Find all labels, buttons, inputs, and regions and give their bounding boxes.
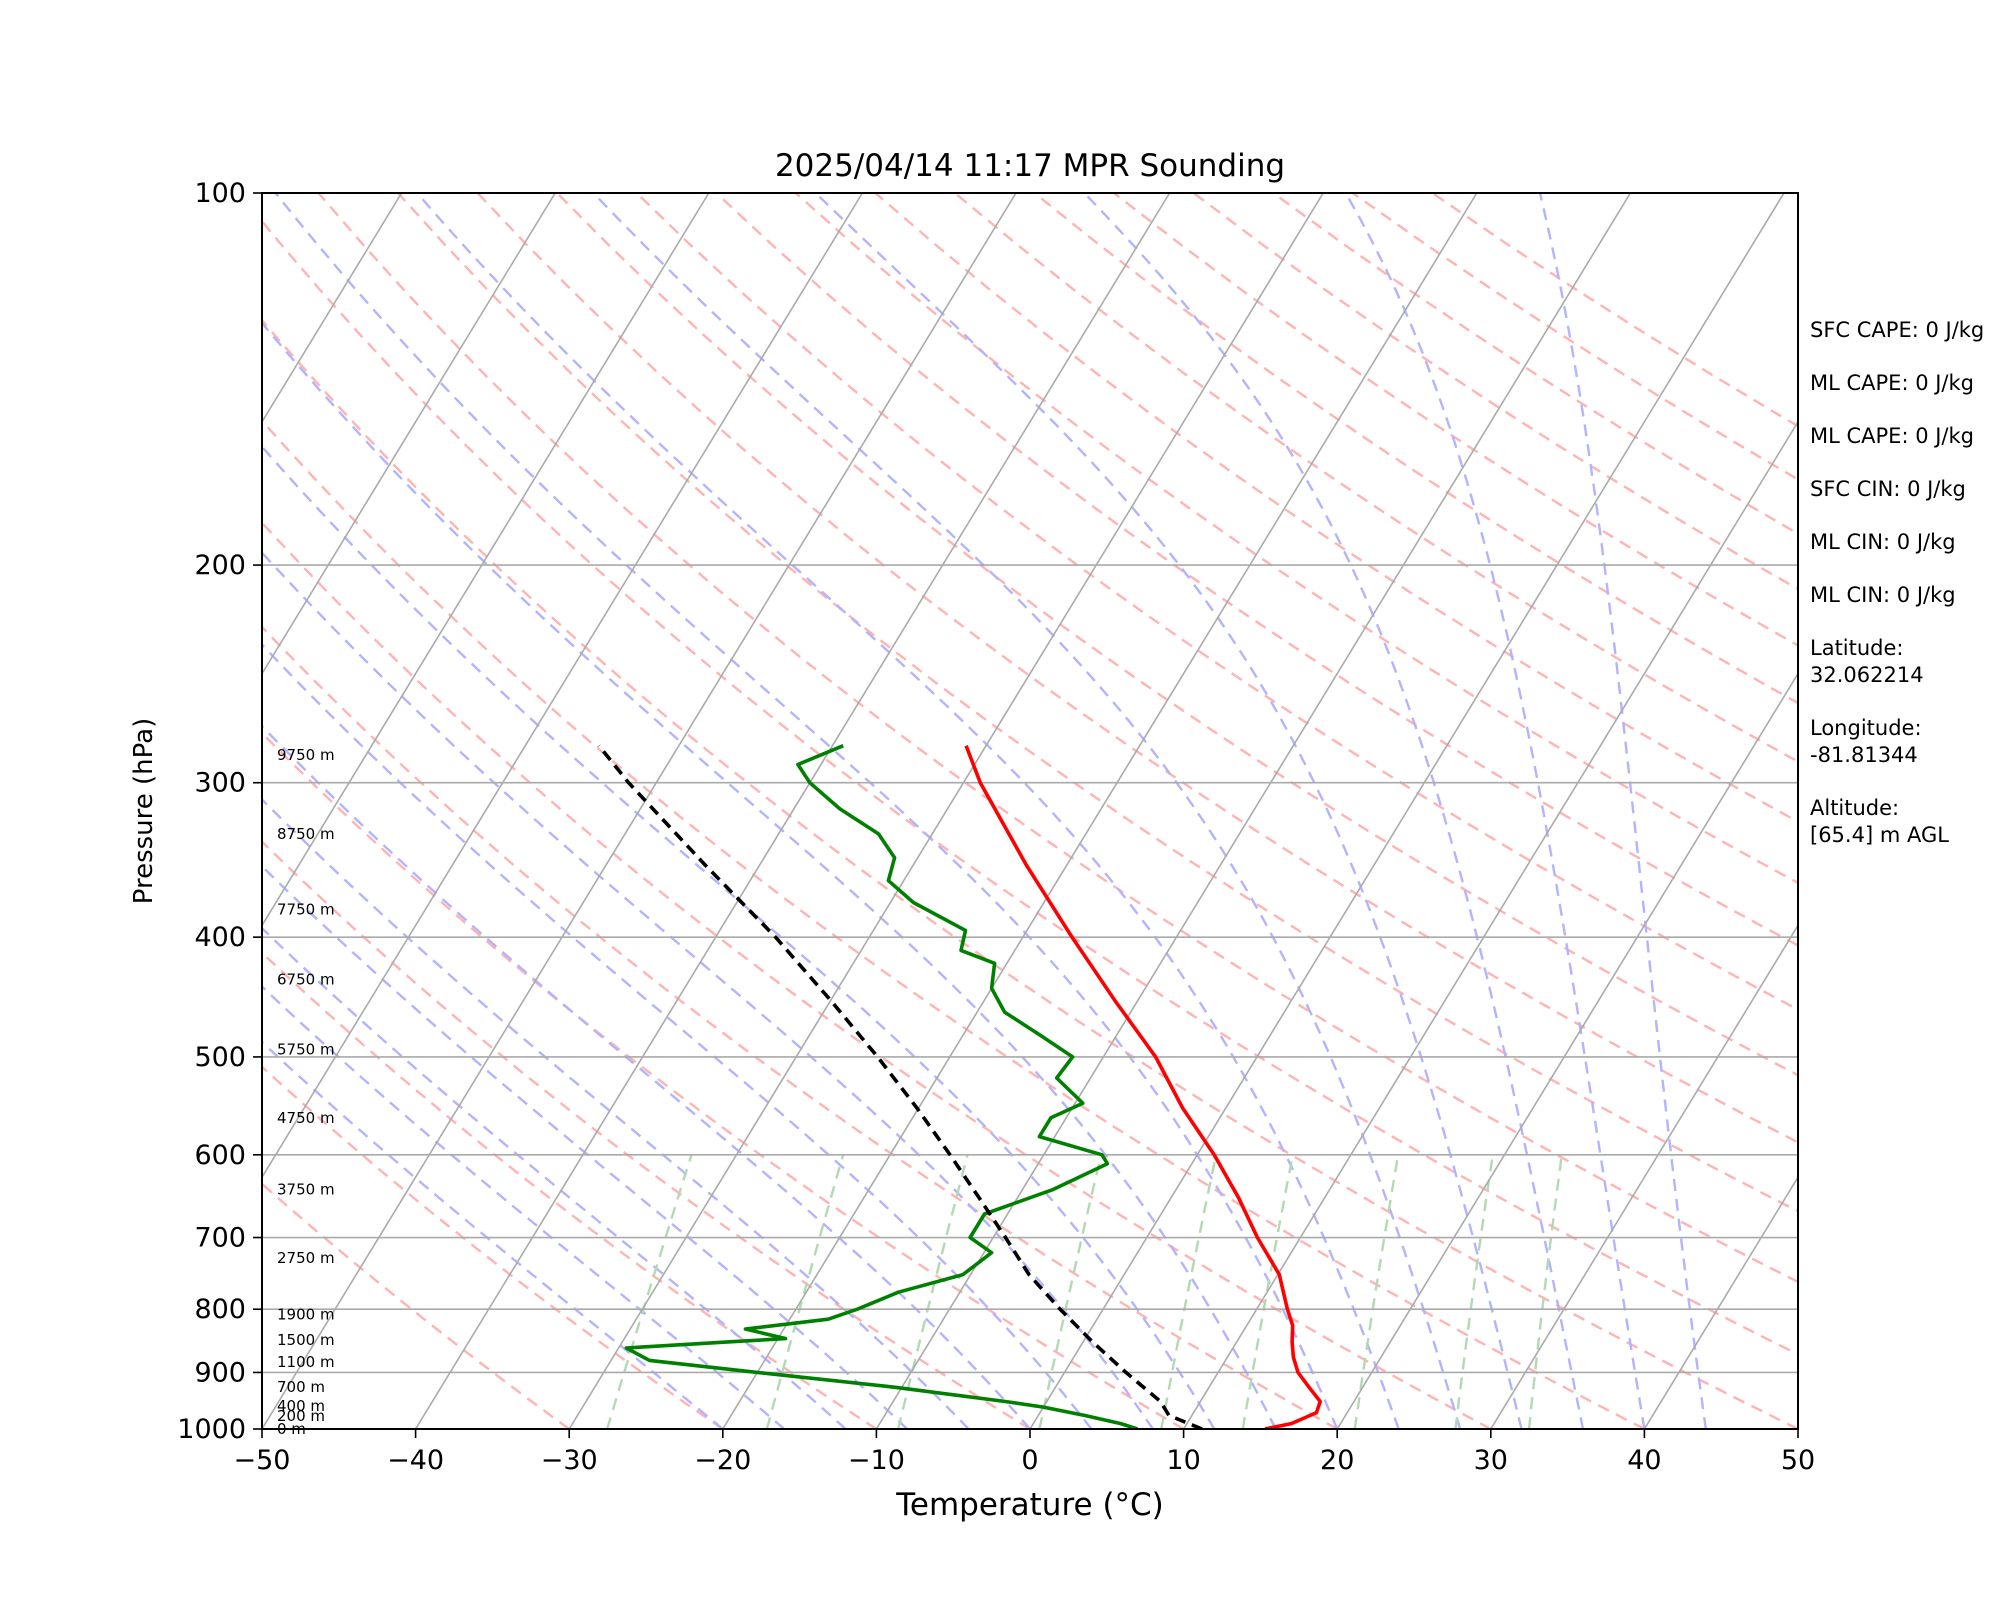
x-tick-label: −30 [541,1445,598,1476]
y-tick-label: 300 [194,768,246,799]
isotherm [876,193,1630,1429]
x-tick-label: −40 [387,1445,444,1476]
height-label: 6750 m [277,971,335,989]
info-text: ML CIN: 0 J/kg [1810,530,1956,554]
height-label: 4750 m [277,1109,335,1127]
chart-title: 2025/04/14 11:17 MPR Sounding [775,148,1285,184]
info-text: -81.81344 [1810,743,1918,767]
height-label: 700 m [277,1378,325,1396]
dry-adiabat [557,193,2000,1429]
x-tick-label: 50 [1781,1445,1815,1476]
info-text: SFC CIN: 0 J/kg [1810,477,1966,501]
height-label: 8750 m [277,825,335,843]
y-tick-label: 800 [194,1294,246,1325]
info-text: [65.4] m AGL [1810,823,1949,847]
height-label: 400 m [277,1397,325,1415]
info-text: SFC CAPE: 0 J/kg [1810,318,1984,342]
isotherm [0,193,709,1429]
dry-adiabat [478,193,2000,1429]
height-label: 5750 m [277,1040,335,1058]
info-text: ML CAPE: 0 J/kg [1810,424,1974,448]
sounding-trace-3 [599,746,1202,1429]
info-text: Longitude: [1810,716,1922,740]
x-tick-label: 40 [1627,1445,1661,1476]
sounding-trace-1 [966,746,1320,1429]
height-label: 1100 m [277,1353,335,1371]
x-tick-label: −50 [234,1445,291,1476]
sounding-info-panel: SFC CAPE: 0 J/kg ML CAPE: 0 J/kg ML CAPE: … [1810,318,1984,847]
y-tick-label: 400 [194,922,246,953]
y-tick-label: 200 [194,550,246,581]
moist-adiabat [1346,193,1645,1429]
moist-adiabat [276,193,1338,1429]
y-axis-label: Pressure (hPa) [129,718,159,905]
x-tick-label: 10 [1166,1445,1200,1476]
isotherm [0,193,94,1429]
isotherm [416,193,1170,1429]
height-label: 3750 m [277,1180,335,1198]
dry-adiabat [0,193,723,1429]
x-tick-label: 0 [1021,1445,1038,1476]
height-label: 1500 m [277,1331,335,1349]
y-tick-label: 900 [194,1357,246,1388]
mixing-ratio-line [1529,1155,1562,1429]
dry-adiabat [239,193,1952,1429]
info-text: Latitude: [1810,636,1904,660]
dry-adiabat [319,193,2000,1429]
mixing-ratio-line [767,1155,843,1429]
axis-ticks: −50 −40 −30 −20 −10 0 10 20 30 40 50 1000 900 800 700 6… [177,178,1815,1476]
info-text: ML CIN: 0 J/kg [1810,583,1956,607]
background-lines [0,193,2000,1429]
y-tick-label: 1000 [177,1414,246,1445]
dry-adiabat [716,193,2000,1429]
moist-adiabat [160,193,1276,1429]
height-label: 2750 m [277,1249,335,1267]
info-text: ML CAPE: 0 J/kg [1810,371,1974,395]
y-tick-label: 700 [194,1223,246,1254]
moist-adiabat [0,193,784,1429]
moist-adiabat [1540,193,1706,1429]
info-text: 32.062214 [1810,663,1924,687]
height-label: 1900 m [277,1306,335,1324]
moist-adiabat [0,193,723,1429]
isotherm [1030,193,1784,1429]
x-tick-label: 30 [1474,1445,1508,1476]
x-tick-label: −20 [694,1445,751,1476]
x-axis-label: Temperature (°C) [895,1487,1164,1523]
height-label: 9750 m [277,746,335,764]
height-label: 7750 m [277,901,335,919]
info-text: Altitude: [1810,796,1899,820]
isotherm [569,193,1323,1429]
x-tick-label: 20 [1320,1445,1354,1476]
mixing-ratio-line [607,1155,691,1429]
moist-adiabat [1084,193,1583,1429]
y-tick-label: 100 [194,178,246,209]
isotherm [723,193,1477,1429]
dry-adiabat [0,193,569,1429]
moist-adiabat [0,193,846,1429]
isotherm [0,193,555,1429]
y-tick-label: 500 [194,1042,246,1073]
sounding-traces [599,746,1320,1429]
y-tick-label: 600 [194,1140,246,1171]
plot-frame [262,193,1798,1429]
x-tick-label: −10 [848,1445,905,1476]
moist-adiabat [417,193,1399,1429]
